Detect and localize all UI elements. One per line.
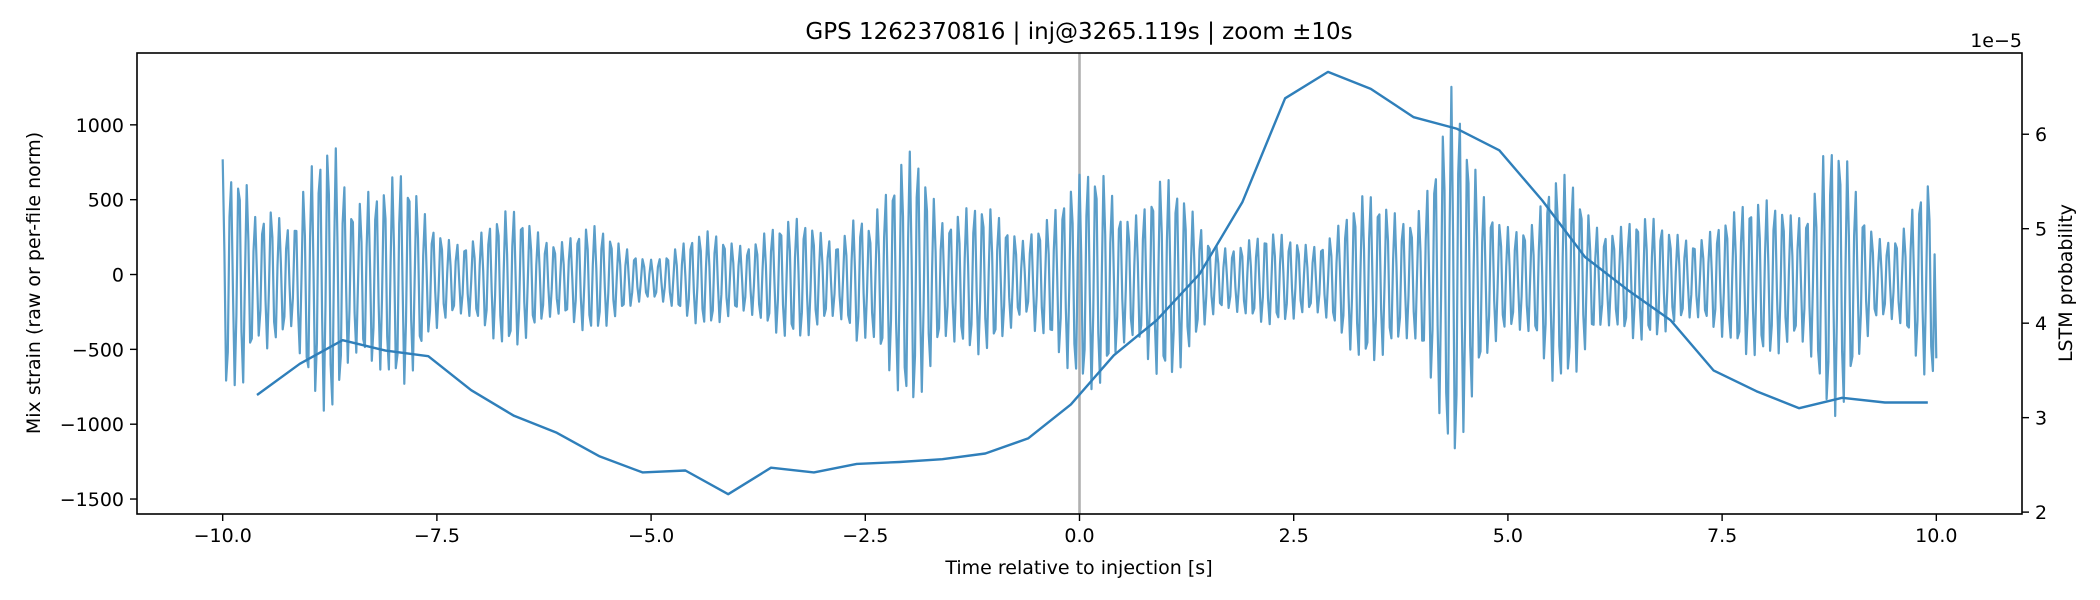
- chart-title: GPS 1262370816 | inj@3265.119s | zoom ±1…: [805, 19, 1352, 45]
- x-tick-label: 0.0: [1064, 525, 1094, 547]
- right-axis-offset-label: 1e−5: [1970, 30, 2022, 52]
- ticks: −10.0 −7.5 −5.0 −2.5 0.0 2.5 5.0 7.5 10.0 −1500 −1…: [60, 115, 2047, 547]
- x-tick-label: −5.0: [628, 525, 674, 547]
- right-y-tick-label: 5: [2035, 219, 2047, 241]
- x-tick-label: 10.0: [1915, 525, 1957, 547]
- x-tick-label: 7.5: [1707, 525, 1737, 547]
- right-y-tick-label: 4: [2035, 313, 2047, 335]
- left-y-tick-label: −1000: [60, 414, 124, 436]
- left-y-tick-label: −500: [72, 339, 124, 361]
- x-tick-label: 2.5: [1279, 525, 1309, 547]
- x-tick-label: 5.0: [1493, 525, 1523, 547]
- plot-area: [221, 53, 1938, 514]
- right-y-tick-label: 6: [2035, 124, 2047, 146]
- left-y-tick-label: 1000: [76, 115, 124, 137]
- left-y-tick-label: −1500: [60, 489, 124, 511]
- y-axis-label-left: Mix strain (raw or per-file norm): [23, 132, 45, 434]
- x-axis-label: Time relative to injection [s]: [944, 557, 1212, 579]
- x-tick-label: −10.0: [194, 525, 252, 547]
- x-tick-label: −2.5: [842, 525, 888, 547]
- right-y-tick-label: 3: [2035, 408, 2047, 430]
- lstm-series-line: [256, 70, 1928, 496]
- right-y-tick-label: 2: [2035, 502, 2047, 524]
- x-tick-label: −7.5: [414, 525, 460, 547]
- left-y-tick-label: 0: [112, 265, 124, 287]
- left-y-tick-label: 500: [88, 190, 124, 212]
- y-axis-label-right: LSTM probability: [2055, 204, 2077, 362]
